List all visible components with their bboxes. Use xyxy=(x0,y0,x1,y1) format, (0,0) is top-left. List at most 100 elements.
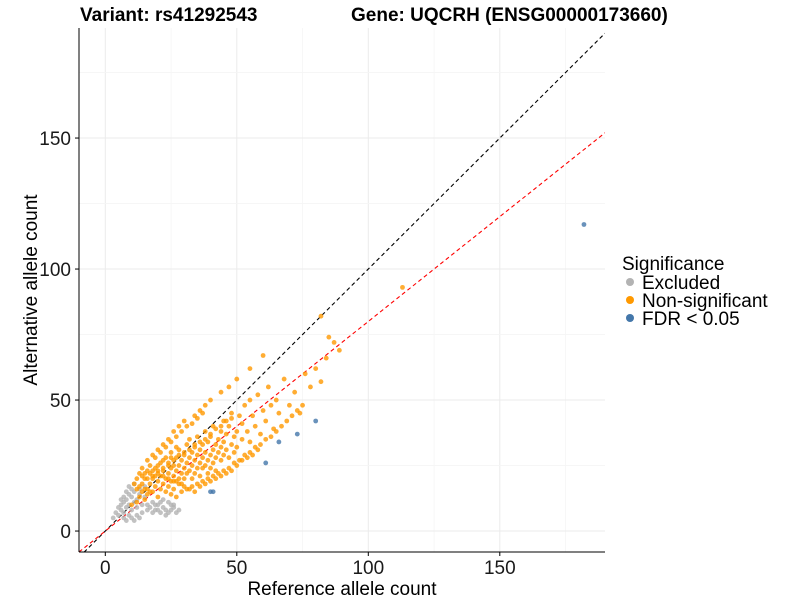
point-non-significant xyxy=(187,468,192,474)
y-tick-label: 0 xyxy=(60,522,71,543)
point-excluded xyxy=(158,499,163,505)
point-non-significant xyxy=(223,471,229,476)
point-non-significant xyxy=(158,450,163,455)
point-non-significant xyxy=(263,418,269,424)
point-non-significant xyxy=(302,371,308,377)
point-excluded xyxy=(121,515,127,521)
point-non-significant xyxy=(244,429,250,434)
legend-label: Non-significant xyxy=(642,291,768,312)
point-non-significant xyxy=(279,423,284,429)
point-non-significant xyxy=(184,423,190,429)
identity-line xyxy=(83,32,605,552)
point-non-significant xyxy=(171,429,177,434)
y-axis-title: Alternative allele count xyxy=(21,194,42,386)
point-non-significant xyxy=(255,392,261,398)
point-non-significant xyxy=(197,460,203,466)
point-non-significant xyxy=(144,468,150,474)
point-non-significant xyxy=(247,439,253,445)
point-excluded xyxy=(144,502,150,508)
point-non-significant xyxy=(181,418,187,424)
point-non-significant xyxy=(223,418,229,424)
point-non-significant xyxy=(163,444,169,450)
point-non-significant xyxy=(205,471,211,476)
tick-labels: 0 50 100 150 0 50 100 150 xyxy=(39,129,515,579)
x-tick-label: 100 xyxy=(352,558,384,579)
point-non-significant xyxy=(184,442,190,447)
point-non-significant xyxy=(239,457,245,463)
point-non-significant xyxy=(242,402,248,408)
point-non-significant xyxy=(250,452,255,458)
point-non-significant xyxy=(155,494,161,500)
point-excluded xyxy=(123,489,129,495)
x-tick-label: 50 xyxy=(226,558,247,579)
point-non-significant xyxy=(134,476,140,482)
point-non-significant xyxy=(255,447,261,453)
point-non-significant xyxy=(158,486,163,492)
y-tick-label: 50 xyxy=(50,391,71,412)
point-non-significant xyxy=(213,426,219,432)
point-non-significant xyxy=(181,465,187,471)
point-fdr-0-05 xyxy=(276,439,282,445)
point-non-significant xyxy=(239,436,245,442)
point-non-significant xyxy=(208,465,213,471)
point-non-significant xyxy=(213,476,219,482)
point-non-significant xyxy=(218,457,224,463)
point-non-significant xyxy=(202,481,208,487)
point-non-significant xyxy=(336,347,342,353)
point-non-significant xyxy=(210,460,216,466)
point-non-significant xyxy=(268,434,274,440)
point-non-significant xyxy=(160,465,166,471)
point-non-significant xyxy=(229,415,234,421)
point-non-significant xyxy=(226,455,232,461)
point-non-significant xyxy=(171,478,177,484)
point-non-significant xyxy=(234,463,240,468)
point-non-significant xyxy=(202,402,208,408)
point-non-significant xyxy=(281,376,287,382)
legend-key-1 xyxy=(626,296,634,304)
point-non-significant xyxy=(250,413,255,419)
point-non-significant xyxy=(260,353,266,358)
point-non-significant xyxy=(273,397,279,403)
point-non-significant xyxy=(221,439,227,445)
point-non-significant xyxy=(147,463,153,468)
point-non-significant xyxy=(131,481,137,487)
point-excluded xyxy=(158,510,163,516)
point-excluded xyxy=(129,507,135,513)
point-excluded xyxy=(126,512,132,518)
point-non-significant xyxy=(184,460,190,466)
point-excluded xyxy=(121,510,127,516)
point-non-significant xyxy=(318,313,324,319)
point-non-significant xyxy=(179,471,184,476)
point-non-significant xyxy=(147,489,153,495)
point-excluded xyxy=(118,497,124,502)
point-non-significant xyxy=(144,476,150,482)
point-non-significant xyxy=(155,478,161,484)
point-fdr-0-05 xyxy=(263,460,269,466)
point-non-significant xyxy=(200,455,206,461)
point-non-significant xyxy=(139,473,145,479)
point-non-significant xyxy=(147,481,153,487)
point-non-significant xyxy=(142,497,148,502)
point-non-significant xyxy=(152,484,158,489)
point-non-significant xyxy=(179,457,184,463)
point-fdr-0-05 xyxy=(581,222,587,227)
point-non-significant xyxy=(208,397,213,403)
point-non-significant xyxy=(331,340,337,345)
point-non-significant xyxy=(323,355,329,361)
point-non-significant xyxy=(173,444,179,450)
point-excluded xyxy=(129,494,135,500)
point-excluded xyxy=(137,515,142,521)
point-non-significant xyxy=(189,463,195,468)
legend-key-2 xyxy=(626,314,634,322)
point-non-significant xyxy=(252,423,258,429)
point-non-significant xyxy=(171,486,177,492)
point-non-significant xyxy=(192,457,198,463)
point-non-significant xyxy=(160,473,166,479)
chart-title-gene: Gene: UQCRH (ENSG00000173660) xyxy=(351,5,668,26)
x-tick-label: 0 xyxy=(100,558,111,579)
point-non-significant xyxy=(205,457,211,463)
point-non-significant xyxy=(152,455,158,461)
point-non-significant xyxy=(158,460,163,466)
legend: Significance ExcludedNon-significantFDR … xyxy=(622,254,768,330)
